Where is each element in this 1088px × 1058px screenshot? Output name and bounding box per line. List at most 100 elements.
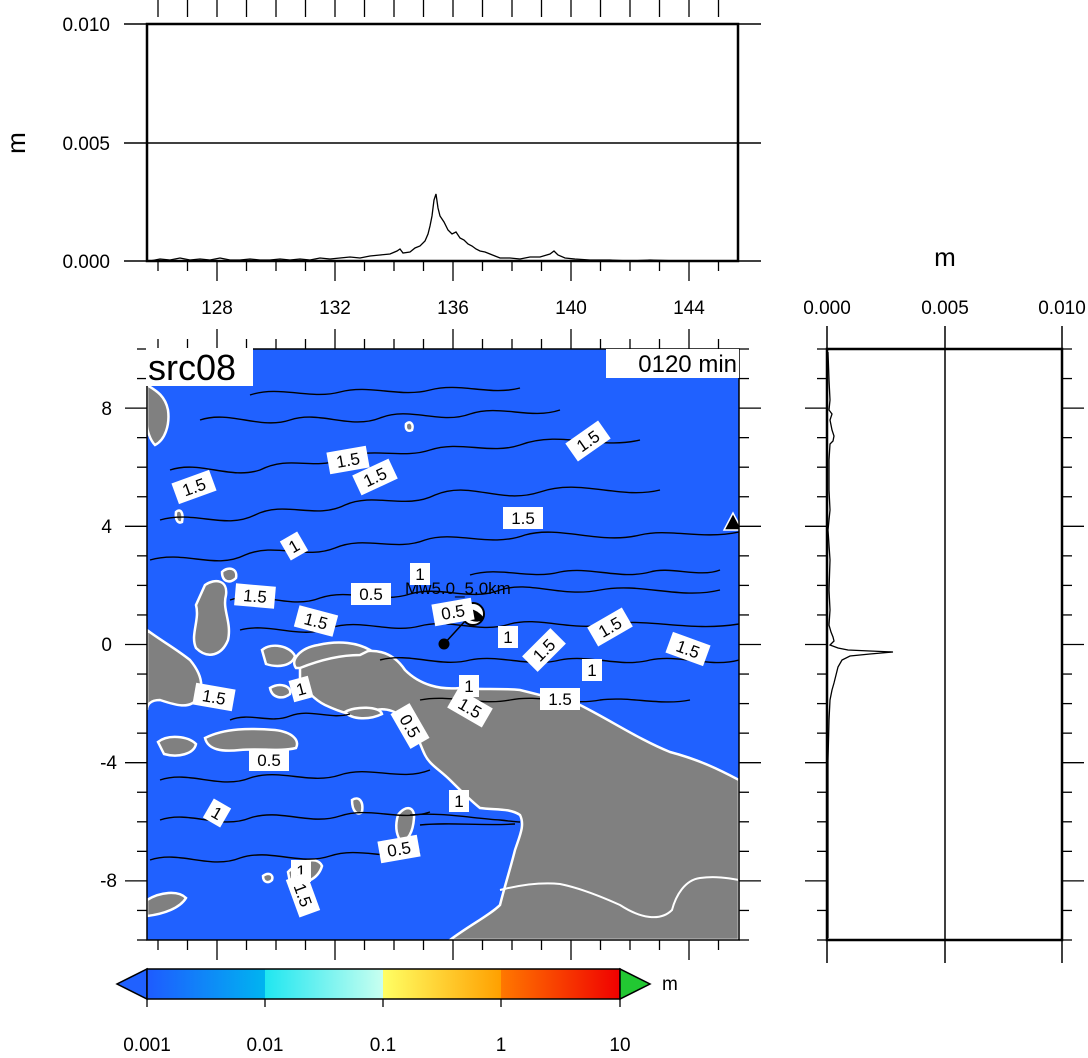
svg-text:1: 1 xyxy=(587,661,596,680)
contour-label: 0.5 xyxy=(351,583,391,605)
contour-label: 1 xyxy=(449,790,469,812)
colorbar: m 0.001 0.01 0.1 1 10 xyxy=(115,967,678,1056)
contour-label: 1 xyxy=(202,798,232,828)
land-misool xyxy=(260,644,297,668)
top-profile-ylabel: m xyxy=(1,132,31,154)
contour-label: 1 xyxy=(498,626,518,648)
map-y-tick-label: 0 xyxy=(101,635,112,656)
land-north-islands xyxy=(147,383,170,447)
svg-text:1.5: 1.5 xyxy=(548,690,572,709)
colorbar-unit: m xyxy=(662,974,678,995)
land-aru xyxy=(395,807,416,842)
land-small-island xyxy=(220,567,238,583)
land-seram xyxy=(203,727,299,752)
colorbar-tick-label: 0.01 xyxy=(247,1035,284,1056)
map-title-box xyxy=(146,348,253,386)
right-x-tick-label: 0.005 xyxy=(921,298,969,319)
colorbar-segment xyxy=(147,969,265,999)
colorbar-tick-label: 0.1 xyxy=(370,1035,396,1056)
right-x-tick-label: 0.010 xyxy=(1038,298,1086,319)
map-x-ticks xyxy=(157,329,720,960)
land-timor xyxy=(147,891,188,918)
map-panel: Mw5.0_5.0km 1.51.51.51.51.5111.51.50.50.… xyxy=(125,329,761,960)
top-x-tick-label: 140 xyxy=(555,298,587,319)
svg-text:1: 1 xyxy=(464,677,473,696)
map-y-tick-label: -4 xyxy=(100,753,117,774)
contour-label: 0.5 xyxy=(249,749,289,771)
colorbar-segment xyxy=(265,969,383,999)
contour-label: 1.5 xyxy=(192,682,236,712)
land-masses: Mw5.0_5.0km 1.51.51.51.51.5111.51.50.50.… xyxy=(147,383,739,940)
contour-label: 1 xyxy=(279,531,309,561)
contour-label: 1.5 xyxy=(326,445,370,475)
contour-label: 1 xyxy=(410,563,430,585)
svg-text:1.5: 1.5 xyxy=(511,509,535,528)
colorbar-tick-label: 0.001 xyxy=(123,1035,171,1056)
land-kai xyxy=(350,797,364,815)
top-y-tick-label: 0.010 xyxy=(62,15,110,36)
map-y-tick-label: -8 xyxy=(100,871,117,892)
colorbar-ticks xyxy=(146,999,621,1007)
border-line xyxy=(499,876,739,919)
colorbar-over-triangle xyxy=(619,967,652,1001)
right-profile-x-ticks xyxy=(826,326,1063,963)
top-profile-panel: 0.010 0.005 0.000 m xyxy=(1,0,761,281)
contour-label: 0.5 xyxy=(431,597,475,627)
right-profile-curve xyxy=(827,351,894,938)
top-profile-curve xyxy=(149,193,736,262)
colorbar-under-triangle xyxy=(115,967,148,1001)
colorbar-tick-label: 1 xyxy=(496,1035,507,1056)
land-bird-head xyxy=(293,641,373,670)
land-islet-2 xyxy=(343,706,384,720)
time-label-box xyxy=(606,349,739,378)
station-triangle-icon xyxy=(722,511,739,531)
top-y-tick-label: 0.000 xyxy=(62,252,110,273)
map-y-tick-label: 4 xyxy=(101,517,112,538)
land-buru xyxy=(156,735,198,757)
land-halmahera xyxy=(192,579,231,656)
contour-label: 1.5 xyxy=(503,507,543,529)
top-x-tick-label: 136 xyxy=(437,298,469,319)
top-x-tick-label: 144 xyxy=(673,298,705,319)
contour-label: 1.5 xyxy=(234,583,276,609)
colorbar-segment xyxy=(383,969,501,999)
top-profile-y-ticks xyxy=(124,23,761,262)
contour-label: 1 xyxy=(288,675,314,703)
right-profile-y-ticks xyxy=(805,348,1084,941)
svg-text:0.5: 0.5 xyxy=(359,585,383,604)
map-y-tick-label: 8 xyxy=(101,399,112,420)
svg-text:1: 1 xyxy=(296,862,305,881)
top-x-tick-label: 132 xyxy=(319,298,351,319)
svg-text:1: 1 xyxy=(415,565,424,584)
land-islet-1 xyxy=(268,683,292,699)
colorbar-tick-label: 10 xyxy=(609,1035,630,1056)
right-x-tick-label: 0.000 xyxy=(803,298,851,319)
right-profile-xlabel: m xyxy=(934,242,956,272)
svg-text:1: 1 xyxy=(454,792,463,811)
event-label: Mw5.0_5.0km xyxy=(405,579,511,598)
contour-label: 0.5 xyxy=(377,834,421,864)
contour-label: 1 xyxy=(459,675,479,697)
svg-text:1.5: 1.5 xyxy=(335,449,362,472)
top-profile-x-ticks xyxy=(157,0,720,281)
svg-text:0.5: 0.5 xyxy=(440,601,467,624)
top-y-tick-label: 0.005 xyxy=(62,134,110,155)
svg-text:0.5: 0.5 xyxy=(386,838,413,861)
colorbar-segment xyxy=(501,969,620,999)
svg-text:1.5: 1.5 xyxy=(242,586,267,607)
contour-label: 1.5 xyxy=(447,688,493,728)
top-x-tick-label: 128 xyxy=(201,298,233,319)
map-title: src08 xyxy=(148,347,236,388)
contour-label: 1.5 xyxy=(293,605,339,637)
contour-label: 1 xyxy=(582,659,602,681)
land-islet-5 xyxy=(404,421,414,432)
svg-text:0.5: 0.5 xyxy=(257,751,281,770)
map-y-ticks xyxy=(125,348,761,941)
svg-text:1.5: 1.5 xyxy=(201,686,228,709)
time-label: 0120 min xyxy=(638,351,737,378)
contour-label: 1.5 xyxy=(540,688,580,710)
contour-label: 1.5 xyxy=(665,631,711,667)
svg-text:1: 1 xyxy=(503,628,512,647)
right-profile-panel: m 0.000 0.005 0.010 xyxy=(803,242,1086,963)
